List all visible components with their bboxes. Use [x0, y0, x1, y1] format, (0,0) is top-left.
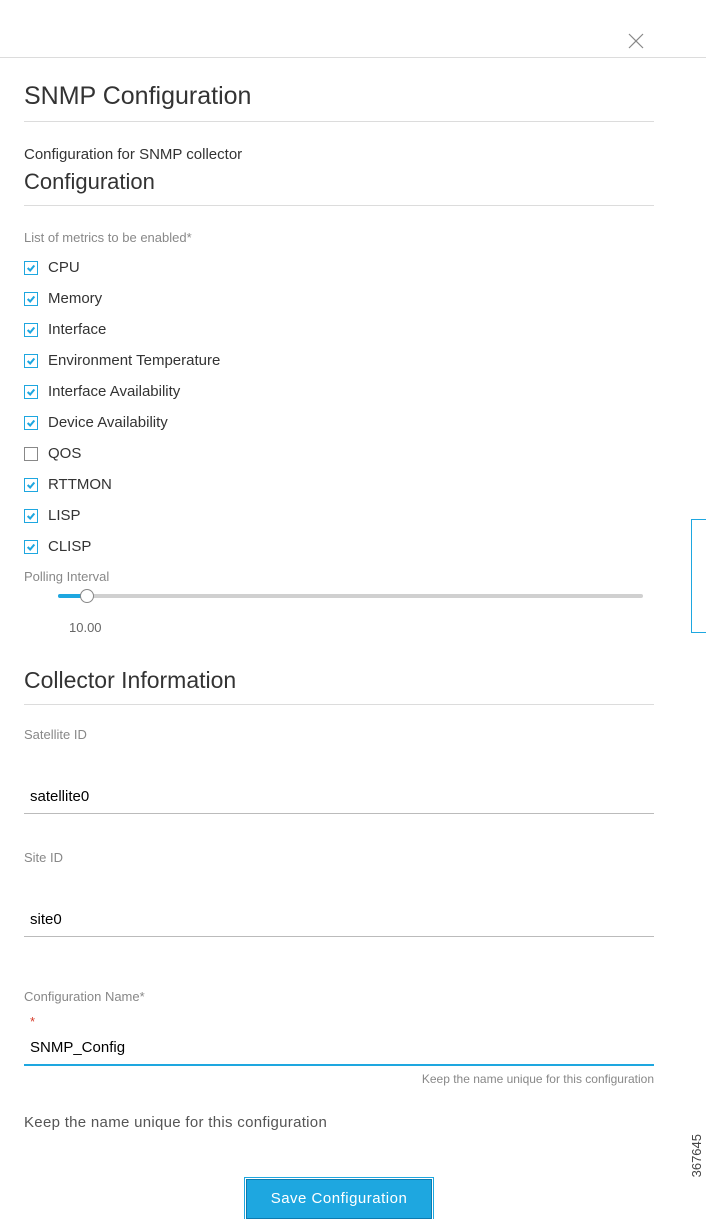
- metric-row: CLISP: [24, 538, 654, 555]
- config-name-hint-left: Keep the name unique for this configurat…: [24, 1114, 654, 1131]
- figure-id: 367645: [689, 1134, 704, 1177]
- collector-info-title: Collector Information: [24, 667, 654, 705]
- metric-checkbox[interactable]: [24, 323, 38, 337]
- metric-label: Environment Temperature: [48, 352, 220, 369]
- site-id-input[interactable]: [24, 901, 654, 937]
- metric-checkbox[interactable]: [24, 292, 38, 306]
- metric-row: LISP: [24, 507, 654, 524]
- metrics-list: CPU Memory Interface Environment Temperatur…: [24, 259, 654, 555]
- metric-label: Interface: [48, 321, 106, 338]
- satellite-id-label: Satellite ID: [24, 727, 654, 742]
- metric-row: Memory: [24, 290, 654, 307]
- metric-label: CPU: [48, 259, 80, 276]
- metric-checkbox[interactable]: [24, 354, 38, 368]
- metric-row: RTTMON: [24, 476, 654, 493]
- config-name-label: Configuration Name*: [24, 989, 654, 1004]
- metric-label: Memory: [48, 290, 102, 307]
- config-name-input[interactable]: [24, 1029, 654, 1066]
- metrics-label: List of metrics to be enabled*: [24, 230, 654, 245]
- side-tab[interactable]: [691, 519, 706, 633]
- metric-row: QOS: [24, 445, 654, 462]
- page-title: SNMP Configuration: [24, 82, 654, 122]
- metric-row: Interface Availability: [24, 383, 654, 400]
- slider-thumb[interactable]: [80, 589, 94, 603]
- metric-checkbox[interactable]: [24, 385, 38, 399]
- metric-label: Interface Availability: [48, 383, 180, 400]
- config-name-hint-right: Keep the name unique for this configurat…: [24, 1072, 654, 1086]
- configuration-subtitle: Configuration: [24, 169, 654, 206]
- metric-row: Device Availability: [24, 414, 654, 431]
- site-id-label: Site ID: [24, 850, 654, 865]
- close-icon[interactable]: [628, 33, 644, 49]
- polling-interval-slider[interactable]: 10.00: [24, 594, 654, 635]
- metric-checkbox[interactable]: [24, 540, 38, 554]
- metric-checkbox[interactable]: [24, 416, 38, 430]
- metric-checkbox[interactable]: [24, 261, 38, 275]
- slider-track: [58, 594, 643, 598]
- metric-label: RTTMON: [48, 476, 112, 493]
- metric-label: Device Availability: [48, 414, 168, 431]
- metric-row: Interface: [24, 321, 654, 338]
- modal-content: SNMP Configuration Configuration for SNM…: [0, 58, 678, 1219]
- metric-row: Environment Temperature: [24, 352, 654, 369]
- polling-interval-value: 10.00: [58, 620, 620, 635]
- satellite-id-input[interactable]: [24, 778, 654, 814]
- page-description: Configuration for SNMP collector: [24, 146, 654, 163]
- metric-checkbox[interactable]: [24, 509, 38, 523]
- metric-row: CPU: [24, 259, 654, 276]
- metric-label: CLISP: [48, 538, 91, 555]
- metric-checkbox[interactable]: [24, 447, 38, 461]
- metric-checkbox[interactable]: [24, 478, 38, 492]
- metric-label: LISP: [48, 507, 81, 524]
- metric-label: QOS: [48, 445, 81, 462]
- modal-header: [0, 0, 706, 58]
- polling-interval-label: Polling Interval: [24, 569, 654, 584]
- footer-actions: Save Configuration: [24, 1179, 654, 1219]
- required-indicator: *: [24, 1014, 654, 1029]
- save-configuration-button[interactable]: Save Configuration: [246, 1179, 433, 1219]
